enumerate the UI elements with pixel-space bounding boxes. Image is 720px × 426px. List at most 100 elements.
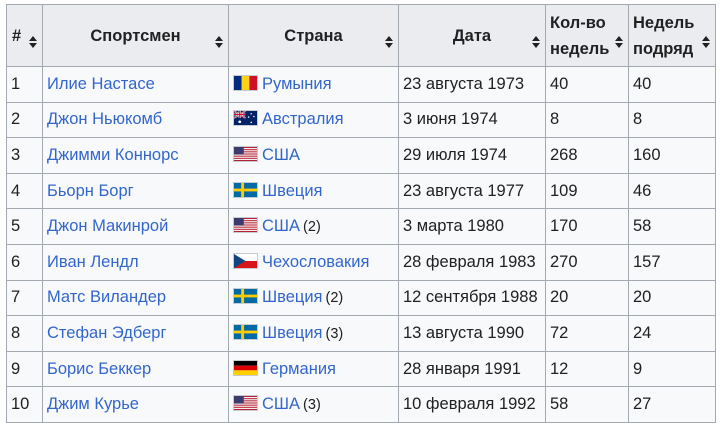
row-number: 4 [6, 172, 43, 210]
col-weeks-total-label: Кол-во недель [550, 13, 610, 58]
row-number: 5 [6, 208, 43, 245]
row-number: 10 [6, 386, 43, 423]
country-cell: Чехословакия [228, 243, 399, 281]
date-cell: 10 февраля 1992 [398, 386, 546, 423]
table-row: 1 Илие Настасе Румыния 23 августа 1973 40 40 [6, 66, 716, 103]
col-weeks-consecutive-header[interactable]: Недель подряд [628, 4, 716, 67]
weeks-consecutive-cell: 46 [628, 172, 716, 210]
country-cell: Румыния [228, 66, 399, 103]
country-cell: Германия [228, 350, 399, 388]
athlete-cell: Иван Лендл [42, 243, 229, 281]
athlete-cell: Бьорн Борг [42, 172, 229, 210]
sweden-flag-icon[interactable] [233, 323, 258, 340]
athlete-cell: Джимми Коннорс [42, 137, 229, 174]
athlete-link[interactable]: Илие Настасе [47, 74, 155, 93]
country-link[interactable]: Швеция [262, 323, 323, 342]
table-row: 9 Борис Беккер Германия 28 января 1991 12 9 [6, 350, 716, 388]
weeks-total-cell: 8 [545, 101, 629, 139]
occurrence-note: (2) [325, 290, 344, 307]
usa-flag-icon[interactable] [233, 395, 258, 412]
athlete-cell: Борис Беккер [42, 350, 229, 388]
athlete-link[interactable]: Иван Лендл [47, 252, 139, 271]
weeks-total-cell: 170 [545, 208, 629, 245]
date-cell: 23 августа 1973 [398, 66, 546, 103]
country-link[interactable]: Швеция [262, 181, 323, 200]
weeks-consecutive-cell: 157 [628, 243, 716, 281]
weeks-total-cell: 109 [545, 172, 629, 210]
date-cell: 23 августа 1977 [398, 172, 546, 210]
athlete-link[interactable]: Бьорн Борг [47, 181, 134, 200]
country-link[interactable]: Швеция [262, 288, 323, 307]
weeks-consecutive-cell: 58 [628, 208, 716, 245]
sort-icon[interactable] [532, 30, 540, 48]
czechoslovakia-flag-icon[interactable] [233, 252, 258, 269]
weeks-total-cell: 20 [545, 279, 629, 317]
romania-flag-icon[interactable] [233, 74, 258, 91]
weeks-consecutive-cell: 24 [628, 315, 716, 352]
athlete-link[interactable]: Стефан Эдберг [47, 323, 167, 342]
weeks-total-cell: 268 [545, 137, 629, 174]
athlete-cell: Матс Виландер [42, 279, 229, 317]
sort-icon[interactable] [215, 30, 223, 48]
col-number-header[interactable]: # [6, 4, 43, 67]
weeks-consecutive-cell: 9 [628, 350, 716, 388]
col-date-header[interactable]: Дата [398, 4, 546, 67]
athlete-link[interactable]: Джон Макинрой [47, 217, 169, 236]
sort-icon[interactable] [615, 30, 623, 48]
country-link[interactable]: Румыния [262, 74, 332, 93]
country-link[interactable]: США [262, 395, 301, 414]
date-cell: 28 февраля 1983 [398, 243, 546, 281]
usa-flag-icon[interactable] [233, 217, 258, 234]
weeks-total-cell: 58 [545, 386, 629, 423]
country-link[interactable]: США [262, 217, 301, 236]
athlete-cell: Илие Настасе [42, 66, 229, 103]
ranking-table: # Спортсмен Страна Дата Кол-во недель Не… [6, 4, 716, 423]
country-cell: США (2) [228, 208, 399, 245]
sweden-flag-icon[interactable] [233, 181, 258, 198]
sort-icon[interactable] [702, 30, 710, 48]
australia-flag-icon[interactable] [233, 110, 258, 127]
date-cell: 28 января 1991 [398, 350, 546, 388]
row-number: 9 [6, 350, 43, 388]
country-link[interactable]: Германия [262, 359, 336, 378]
country-link[interactable]: США [262, 145, 301, 164]
athlete-link[interactable]: Джимми Коннорс [47, 145, 179, 164]
weeks-consecutive-cell: 8 [628, 101, 716, 139]
table-row: 10 Джим Курье США (3) 10 февраля 1992 58 27 [6, 386, 716, 423]
occurrence-note: (3) [303, 397, 321, 414]
weeks-total-cell: 12 [545, 350, 629, 388]
table-header-row: # Спортсмен Страна Дата Кол-во недель Не… [6, 4, 716, 67]
athlete-cell: Джон Ньюкомб [42, 101, 229, 139]
athlete-link[interactable]: Джон Ньюкомб [47, 110, 163, 129]
date-cell: 3 июня 1974 [398, 101, 546, 139]
weeks-total-cell: 72 [545, 315, 629, 352]
country-cell: США [228, 137, 399, 174]
occurrence-note: (2) [303, 219, 321, 236]
country-link[interactable]: Чехословакия [262, 252, 370, 271]
sort-icon[interactable] [385, 30, 393, 48]
row-number: 1 [6, 66, 43, 103]
table-row: 2 Джон Ньюкомб Австралия 3 июня 1974 8 8 [6, 101, 716, 139]
country-cell: США (3) [228, 386, 399, 423]
col-weeks-total-header[interactable]: Кол-во недель [545, 4, 629, 67]
athlete-cell: Джон Макинрой [42, 208, 229, 245]
date-cell: 12 сентября 1988 [398, 279, 546, 317]
sort-icon[interactable] [29, 30, 37, 48]
country-link[interactable]: Австралия [262, 110, 344, 129]
athlete-link[interactable]: Борис Беккер [47, 359, 152, 378]
col-athlete-header[interactable]: Спортсмен [42, 4, 229, 67]
col-date-label: Дата [452, 26, 492, 45]
col-country-header[interactable]: Страна [228, 4, 399, 67]
country-cell: Швеция (3) [228, 315, 399, 352]
country-cell: Швеция [228, 172, 399, 210]
germany-flag-icon[interactable] [233, 359, 258, 376]
sweden-flag-icon[interactable] [233, 288, 258, 305]
row-number: 8 [6, 315, 43, 352]
athlete-cell: Стефан Эдберг [42, 315, 229, 352]
usa-flag-icon[interactable] [233, 145, 258, 162]
col-country-label: Страна [284, 26, 343, 45]
col-number-label: # [12, 26, 22, 45]
athlete-link[interactable]: Матс Виландер [47, 288, 167, 307]
athlete-link[interactable]: Джим Курье [47, 395, 139, 414]
date-cell: 29 июля 1974 [398, 137, 546, 174]
